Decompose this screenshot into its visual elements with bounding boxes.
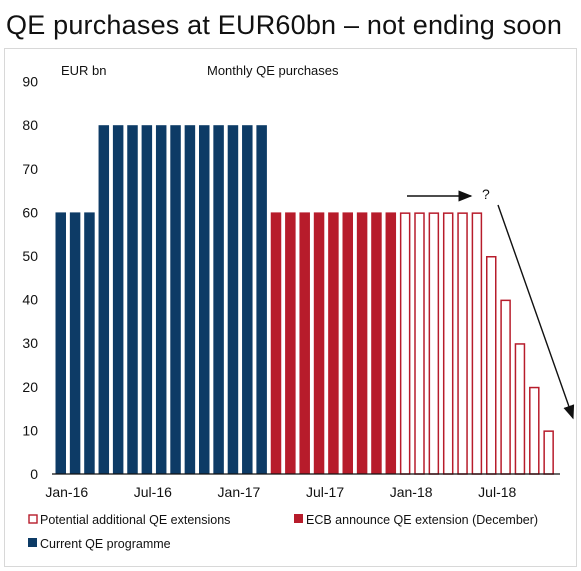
y-tick-label: 80 <box>22 117 38 133</box>
bar <box>543 430 554 475</box>
y-tick-label: 10 <box>22 422 38 438</box>
bar <box>98 125 110 474</box>
question-mark-annotation: ? <box>482 186 490 202</box>
bar <box>328 212 339 474</box>
bar <box>112 125 124 474</box>
bar <box>69 212 81 474</box>
unit-label: EUR bn <box>61 63 107 78</box>
bar <box>270 212 282 474</box>
bar <box>457 212 468 475</box>
bar <box>442 212 454 475</box>
bar <box>141 125 153 474</box>
x-tick-label: Jan-18 <box>390 484 433 500</box>
bar <box>199 125 210 474</box>
legend-swatch <box>28 538 37 547</box>
bar <box>471 212 483 475</box>
bar <box>514 343 526 475</box>
legend-swatch <box>294 514 303 523</box>
bar <box>127 125 138 474</box>
legend-swatch <box>28 514 38 524</box>
bar <box>356 212 368 474</box>
bar <box>399 212 411 475</box>
y-tick-label: 40 <box>22 292 38 308</box>
x-tick-label: Jul-17 <box>306 484 344 500</box>
bar <box>500 299 511 475</box>
chart-frame <box>4 48 577 567</box>
bar <box>285 212 296 474</box>
chart-subtitle: Monthly QE purchases <box>207 63 339 78</box>
legend-label: ECB announce QE extension (December) <box>306 513 538 527</box>
decline-arrow <box>497 204 575 420</box>
bar <box>184 125 196 474</box>
bar <box>385 212 397 474</box>
legend-label: Potential additional QE extensions <box>40 513 230 527</box>
y-tick-label: 60 <box>22 204 38 220</box>
bar <box>529 386 540 475</box>
y-tick-label: 90 <box>22 74 38 90</box>
bar <box>55 212 66 474</box>
x-tick-label: Jul-16 <box>134 484 172 500</box>
bar <box>242 125 253 474</box>
y-tick-label: 70 <box>22 161 38 177</box>
bar <box>170 125 181 474</box>
legend-label: Current QE programme <box>40 537 171 551</box>
bar <box>428 212 440 475</box>
bar <box>213 125 224 474</box>
bar <box>313 212 325 474</box>
bar <box>227 125 239 474</box>
x-tick-label: Jan-16 <box>45 484 88 500</box>
bar <box>84 212 95 474</box>
x-tick-label: Jan-17 <box>218 484 261 500</box>
y-tick-label: 20 <box>22 379 38 395</box>
bar <box>299 212 310 474</box>
bar <box>371 212 382 474</box>
x-tick-label: Jul-18 <box>478 484 516 500</box>
bar <box>486 256 497 475</box>
y-tick-label: 30 <box>22 335 38 351</box>
bar <box>256 125 267 474</box>
y-tick-label: 0 <box>30 466 38 482</box>
chart-title: QE purchases at EUR60bn – not ending soo… <box>6 10 563 40</box>
bar <box>414 212 425 475</box>
bar <box>155 125 167 474</box>
bar <box>342 212 353 474</box>
y-tick-label: 50 <box>22 248 38 264</box>
